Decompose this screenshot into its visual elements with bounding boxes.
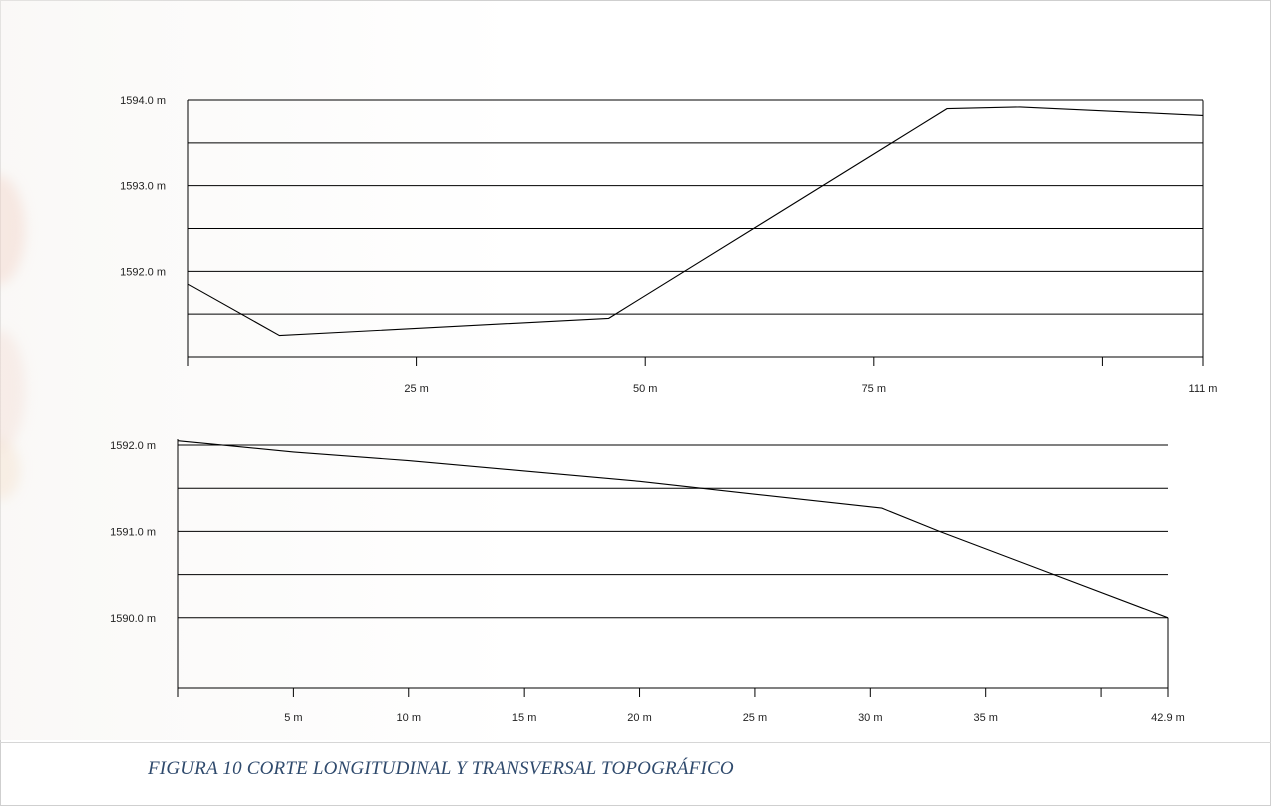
x-tick-label: 20 m	[627, 712, 651, 724]
terrain-profile-line	[187, 106, 1204, 337]
y-tick-label: 1594.0 m	[120, 95, 166, 107]
y-tick-label: 1592.0 m	[120, 266, 166, 278]
x-tick-label: 10 m	[397, 712, 421, 724]
longitudinal-profile-chart: 25 m 50 m 75 m 111 m 1594.0 m 1593.0 m 1592.0 …	[120, 95, 1217, 395]
x-tick-label: 111 m	[1189, 383, 1218, 395]
x-tick-label: 75 m	[862, 383, 886, 395]
profile-charts: 25 m 50 m 75 m 111 m 1594.0 m 1593.0 m 1592.0 …	[110, 95, 1217, 724]
y-tick-label: 1593.0 m	[120, 181, 166, 193]
x-tick-label: 15 m	[512, 712, 536, 724]
y-tick-label: 1590.0 m	[110, 613, 156, 625]
y-tick-label: 1592.0 m	[110, 440, 156, 452]
background-wash	[0, 0, 520, 740]
x-tick-label: 50 m	[633, 383, 657, 395]
caption-divider	[0, 742, 1271, 743]
transverse-profile-chart: 5 m 10 m 15 m 20 m 25 m 30 m 35 m 42.9 m 1592.0 …	[110, 439, 1185, 724]
x-tick-label: 35 m	[973, 712, 997, 724]
terrain-profile-line	[177, 440, 1169, 619]
figure-caption: FIGURA 10 CORTE LONGITUDINAL Y TRANSVERS…	[148, 758, 734, 779]
x-tick-label: 25 m	[404, 383, 428, 395]
y-tick-label: 1591.0 m	[110, 526, 156, 538]
x-tick-label: 25 m	[743, 712, 767, 724]
x-tick-label: 30 m	[858, 712, 882, 724]
x-tick-label: 5 m	[284, 712, 302, 724]
x-tick-label: 42.9 m	[1151, 712, 1185, 724]
